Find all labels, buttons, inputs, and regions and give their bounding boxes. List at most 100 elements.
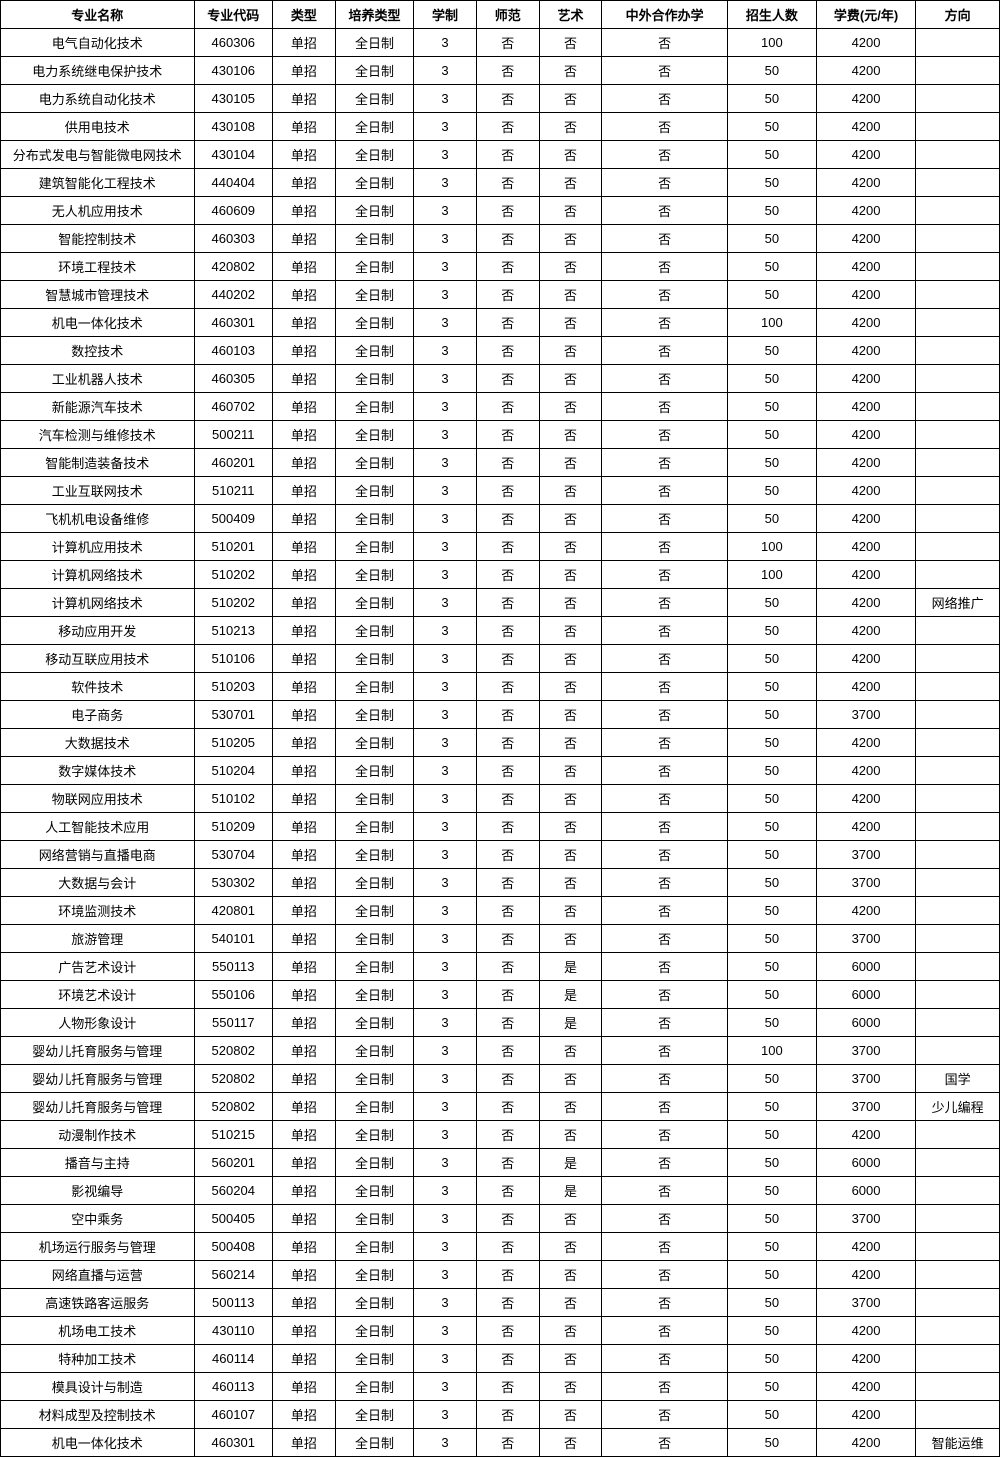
table-cell: 否	[476, 281, 539, 309]
table-cell: 否	[476, 505, 539, 533]
table-cell: 否	[539, 1233, 602, 1261]
table-row: 机电一体化技术460301单招全日制3否否否1004200	[1, 309, 1000, 337]
table-cell: 3	[414, 337, 477, 365]
table-cell: 50	[727, 337, 816, 365]
table-cell: 否	[539, 365, 602, 393]
table-cell: 530302	[194, 869, 272, 897]
table-cell: 否	[476, 1233, 539, 1261]
table-cell: 50	[727, 225, 816, 253]
table-cell: 否	[539, 1345, 602, 1373]
table-cell: 4200	[816, 645, 915, 673]
table-cell: 否	[476, 113, 539, 141]
table-cell: 50	[727, 1149, 816, 1177]
table-cell: 3	[414, 813, 477, 841]
table-cell: 3	[414, 981, 477, 1009]
table-cell: 3	[414, 1289, 477, 1317]
table-cell: 婴幼儿托育服务与管理	[1, 1065, 195, 1093]
table-cell: 50	[727, 1345, 816, 1373]
table-cell: 全日制	[335, 505, 413, 533]
table-cell: 单招	[272, 225, 335, 253]
table-cell: 否	[539, 57, 602, 85]
table-cell: 50	[727, 953, 816, 981]
table-row: 环境监测技术420801单招全日制3否否否504200	[1, 897, 1000, 925]
table-cell: 全日制	[335, 337, 413, 365]
table-cell: 否	[539, 1261, 602, 1289]
table-cell: 50	[727, 197, 816, 225]
table-cell: 4200	[816, 1317, 915, 1345]
table-cell: 3	[414, 701, 477, 729]
table-cell: 空中乘务	[1, 1205, 195, 1233]
column-header: 方向	[916, 1, 1000, 29]
table-row: 移动互联应用技术510106单招全日制3否否否504200	[1, 645, 1000, 673]
table-cell: 4200	[816, 477, 915, 505]
table-row: 新能源汽车技术460702单招全日制3否否否504200	[1, 393, 1000, 421]
column-header: 师范	[476, 1, 539, 29]
table-cell: 否	[602, 1401, 728, 1429]
table-cell: 否	[476, 533, 539, 561]
table-cell: 430110	[194, 1317, 272, 1345]
table-row: 网络直播与运营560214单招全日制3否否否504200	[1, 1261, 1000, 1289]
table-cell	[916, 113, 1000, 141]
table-cell: 机场运行服务与管理	[1, 1233, 195, 1261]
table-cell: 否	[539, 1373, 602, 1401]
table-cell: 否	[539, 477, 602, 505]
table-row: 工业互联网技术510211单招全日制3否否否504200	[1, 477, 1000, 505]
table-cell: 全日制	[335, 645, 413, 673]
table-cell: 单招	[272, 869, 335, 897]
table-cell: 4200	[816, 757, 915, 785]
table-cell: 520802	[194, 1065, 272, 1093]
table-cell: 全日制	[335, 925, 413, 953]
table-cell: 50	[727, 477, 816, 505]
table-cell: 430106	[194, 57, 272, 85]
table-cell: 4200	[816, 29, 915, 57]
table-cell	[916, 197, 1000, 225]
table-cell	[916, 253, 1000, 281]
table-cell: 3	[414, 225, 477, 253]
table-body: 电气自动化技术460306单招全日制3否否否1004200电力系统继电保护技术4…	[1, 29, 1000, 1457]
table-cell: 动漫制作技术	[1, 1121, 195, 1149]
table-cell: 单招	[272, 1345, 335, 1373]
table-cell: 3	[414, 1093, 477, 1121]
table-cell: 4200	[816, 1121, 915, 1149]
table-cell: 否	[476, 365, 539, 393]
table-cell: 460301	[194, 309, 272, 337]
table-cell: 否	[539, 505, 602, 533]
table-cell: 6000	[816, 953, 915, 981]
table-cell: 无人机应用技术	[1, 197, 195, 225]
table-cell: 否	[476, 141, 539, 169]
table-cell: 50	[727, 365, 816, 393]
table-cell: 少儿编程	[916, 1093, 1000, 1121]
table-cell: 工业互联网技术	[1, 477, 195, 505]
table-cell: 否	[602, 813, 728, 841]
table-cell: 否	[476, 57, 539, 85]
table-row: 数字媒体技术510204单招全日制3否否否504200	[1, 757, 1000, 785]
table-cell	[916, 141, 1000, 169]
table-cell: 50	[727, 897, 816, 925]
table-cell: 3	[414, 197, 477, 225]
table-cell: 全日制	[335, 57, 413, 85]
table-cell: 否	[602, 729, 728, 757]
table-cell: 否	[476, 673, 539, 701]
table-row: 机电一体化技术460301单招全日制3否否否504200智能运维	[1, 1429, 1000, 1457]
table-cell: 否	[539, 169, 602, 197]
table-row: 网络营销与直播电商530704单招全日制3否否否503700	[1, 841, 1000, 869]
table-cell: 智能制造装备技术	[1, 449, 195, 477]
table-cell: 460306	[194, 29, 272, 57]
table-cell	[916, 925, 1000, 953]
table-cell: 全日制	[335, 393, 413, 421]
table-cell: 否	[476, 29, 539, 57]
table-row: 环境工程技术420802单招全日制3否否否504200	[1, 253, 1000, 281]
table-cell	[916, 85, 1000, 113]
table-cell: 单招	[272, 1261, 335, 1289]
table-cell: 3	[414, 1037, 477, 1065]
table-cell: 50	[727, 1093, 816, 1121]
table-cell: 否	[539, 29, 602, 57]
table-cell: 全日制	[335, 1177, 413, 1205]
table-cell: 3	[414, 169, 477, 197]
table-cell: 旅游管理	[1, 925, 195, 953]
table-cell: 否	[476, 1429, 539, 1457]
table-cell: 510202	[194, 561, 272, 589]
table-cell: 530701	[194, 701, 272, 729]
table-cell: 单招	[272, 533, 335, 561]
table-cell: 飞机机电设备维修	[1, 505, 195, 533]
